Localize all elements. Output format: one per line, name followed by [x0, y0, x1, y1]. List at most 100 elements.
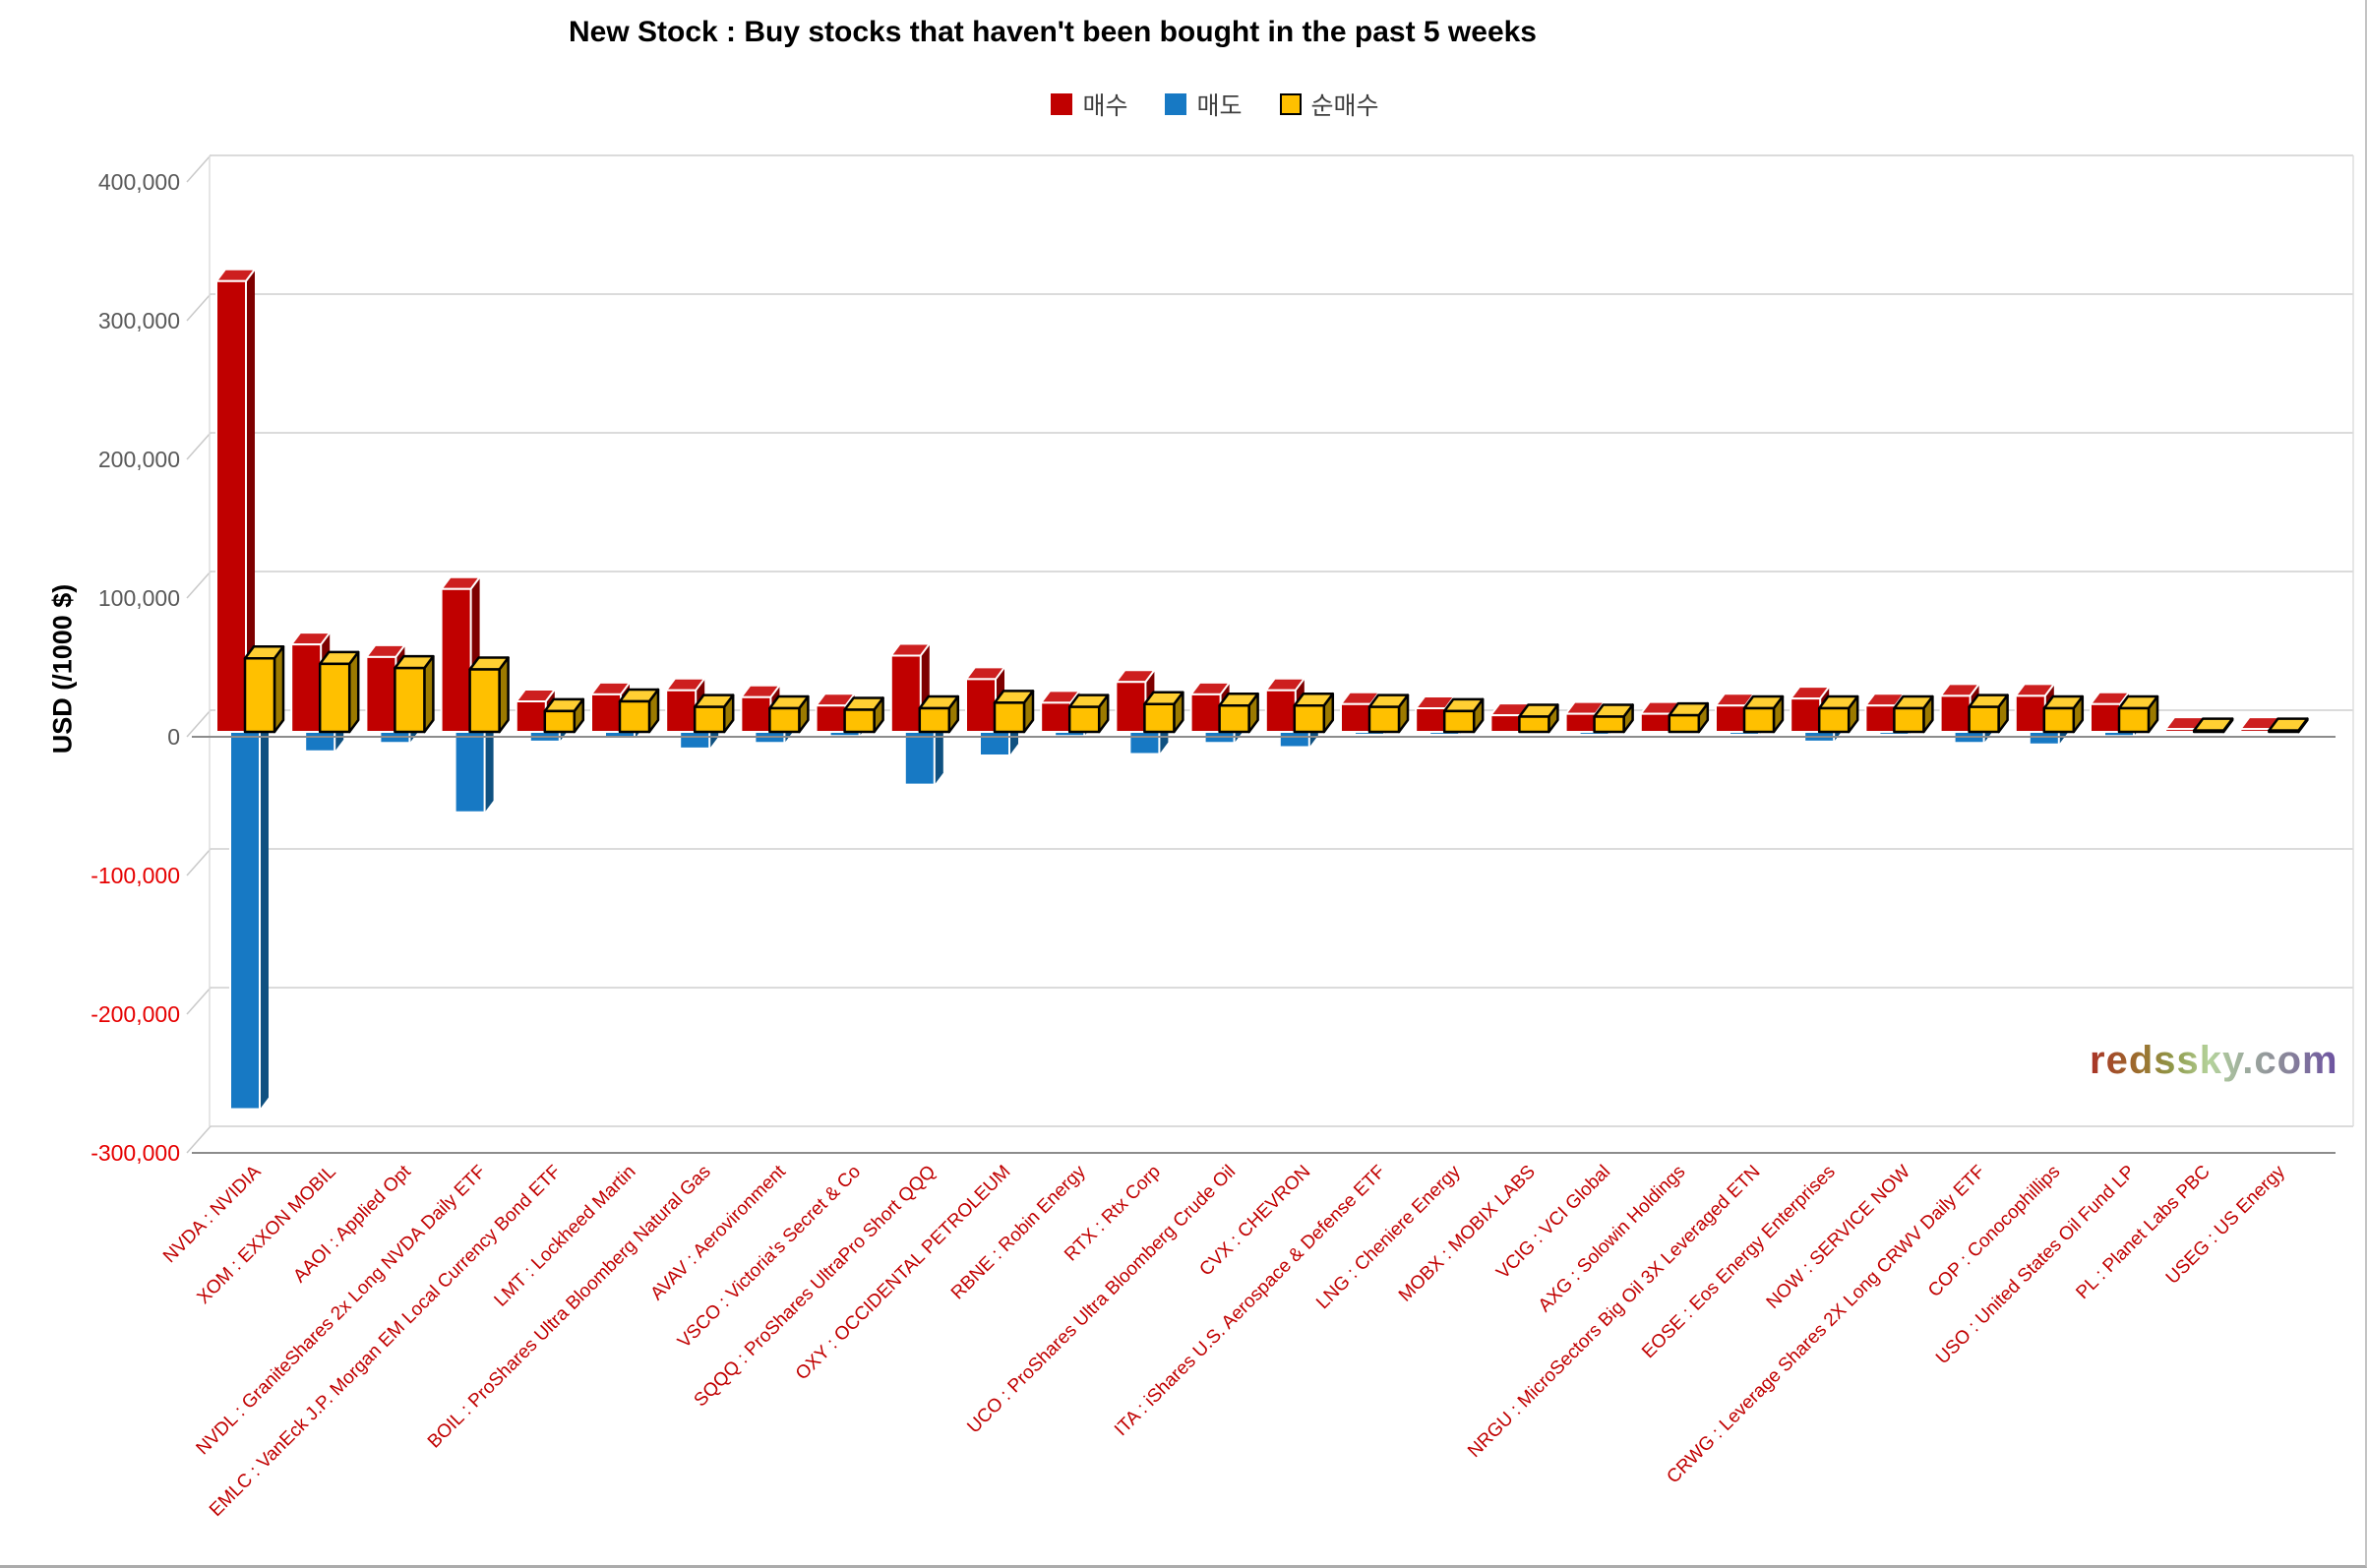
legend-swatch-sell-icon [1165, 93, 1187, 115]
bar-매수-mobx [1489, 714, 1522, 733]
legend-item-buy: 매수 [1051, 87, 1127, 122]
tick-connector [186, 154, 212, 183]
bar-매수-rtx [1115, 681, 1147, 733]
bar-순매수-lmt [618, 699, 651, 734]
bar-순매수-avav [768, 706, 801, 734]
category-label: LMT : Lockheed Martin [491, 1162, 640, 1311]
bar-매수-nvda [215, 279, 247, 733]
bar-순매수-aaoi [394, 666, 426, 734]
bar-순매수-xom [318, 662, 351, 734]
bar-순매수-rtx [1143, 702, 1176, 734]
bar-순매수-oxy [993, 701, 1026, 734]
bar-매수-sqqq [889, 654, 922, 733]
bar-순매수-cvx [1293, 703, 1326, 734]
bar-순매수-eose [1817, 706, 1851, 734]
bar-순매수-pl [2192, 729, 2225, 734]
bar-매수-crwg [1939, 694, 1972, 733]
bar-순매수-uco [1218, 703, 1250, 734]
bar-매수-emlc [515, 699, 547, 733]
bar-매수-xom [290, 643, 323, 733]
bar-순매수-sqqq [918, 706, 951, 734]
y-tick-label: -100,000 [91, 863, 180, 888]
bar-순매수-ita [1367, 705, 1401, 734]
bar-매수-axg [1639, 712, 1671, 733]
bar-매수-lng [1415, 707, 1447, 733]
bar-순매수-vsco [843, 708, 876, 734]
legend: 매수 매도 순매수 [63, 87, 2365, 122]
bar-순매수-emlc [543, 709, 577, 734]
watermark: redssky.com [2090, 1039, 2338, 1082]
bar-순매수-crwg [1968, 705, 2000, 734]
bar-순매수-axg [1668, 713, 1701, 734]
bar-순매수-useg [2268, 729, 2300, 734]
bar-매도-nvda [260, 720, 269, 1110]
bar-매도-xom [304, 731, 336, 753]
y-tick-label: 400,000 [98, 169, 180, 195]
tick-connector [186, 571, 212, 599]
bar-매수-lmt [590, 693, 622, 733]
bar-매수-vsco [815, 704, 847, 733]
legend-item-sell: 매도 [1165, 87, 1243, 122]
y-tick-label: -200,000 [91, 1001, 180, 1027]
bar-매수-rbne [1040, 701, 1072, 733]
bar-순매수-mobx [1518, 715, 1550, 734]
category-label: NOW : SERVICE NOW [1763, 1162, 1914, 1313]
tick-connector [186, 709, 212, 738]
bar-매도-boil [679, 731, 711, 750]
bar-순매수-boil [693, 705, 726, 734]
category-label: UCO : ProShares Ultra Bloomberg Crude Oi… [963, 1162, 1240, 1438]
category-label: MOBX : MOBIX LABS [1395, 1162, 1540, 1306]
bar-매수-cop [2014, 694, 2046, 733]
bar-순매수-nrgu [1742, 706, 1776, 734]
bar-순매수-vcig [1593, 715, 1625, 734]
bar-매수-nrgu [1715, 704, 1746, 733]
category-label: COP : Conocophillips [1924, 1162, 2064, 1301]
category-label: NVDL : GraniteShares 2x Long NVDA Daily … [193, 1162, 491, 1460]
bar-순매수-uso [2117, 706, 2151, 734]
category-label: BOIL : ProShares Ultra Bloomberg Natural… [424, 1162, 715, 1453]
bar-매수-vcig [1564, 712, 1597, 733]
tick-connector [186, 848, 212, 876]
bar-매수-nvdl [440, 587, 472, 733]
bar-매도-cvx [1278, 731, 1310, 749]
category-label: AVAV : Aerovironment [646, 1161, 790, 1304]
category-label: EMLC : VanEck J.P. Morgan EM Local Curre… [206, 1162, 565, 1521]
bar-매도-cop [2028, 731, 2060, 746]
legend-label-sell: 매도 [1196, 92, 1243, 120]
legend-label-buy: 매수 [1082, 92, 1128, 120]
y-tick-label: 200,000 [98, 447, 180, 472]
y-tick-label: -300,000 [91, 1140, 180, 1166]
bar-매도-nvda [229, 731, 261, 1111]
bar-매도-nvdl [484, 720, 494, 813]
bar-매수-now [1864, 704, 1897, 733]
y-tick-label: 100,000 [98, 585, 180, 611]
tick-connector [186, 432, 212, 460]
tick-connector [186, 293, 212, 322]
tick-connector [186, 1125, 212, 1154]
bar-매수-avav [740, 695, 772, 733]
bar-순매수-nvda [243, 657, 276, 734]
bar-순매수-nvdl [468, 668, 501, 734]
legend-item-net-buy: 순매수 [1279, 87, 1379, 122]
bar-매도-sqqq [903, 731, 936, 786]
category-label: LNG : Cheniere Energy [1312, 1161, 1465, 1313]
category-label: ITA : iShares U.S. Aerospace & Defense E… [1111, 1162, 1389, 1440]
legend-swatch-buy-icon [1051, 93, 1073, 115]
chart-title: New Stock : Buy stocks that haven't been… [568, 16, 1537, 48]
bar-매수-pl [2164, 728, 2197, 733]
bar-순매수-nvda [273, 645, 285, 734]
category-label: XOM : EXXON MOBIL [194, 1162, 340, 1308]
category-label: RBNE : Robin Energy [947, 1161, 1090, 1303]
bar-매수-aaoi [365, 655, 397, 733]
bar-매수-ita [1340, 702, 1371, 733]
bar-매수-nvda [246, 269, 255, 732]
bar-순매수-rbne [1067, 705, 1101, 734]
bar-매도-rtx [1128, 731, 1161, 755]
legend-label-net-buy: 순매수 [1310, 92, 1379, 120]
y-tick-label: 0 [167, 724, 180, 750]
category-label: PL : Planet Labs PBC [2072, 1162, 2214, 1303]
legend-swatch-net-buy-icon [1279, 93, 1302, 115]
bar-순매수-lng [1442, 709, 1476, 734]
